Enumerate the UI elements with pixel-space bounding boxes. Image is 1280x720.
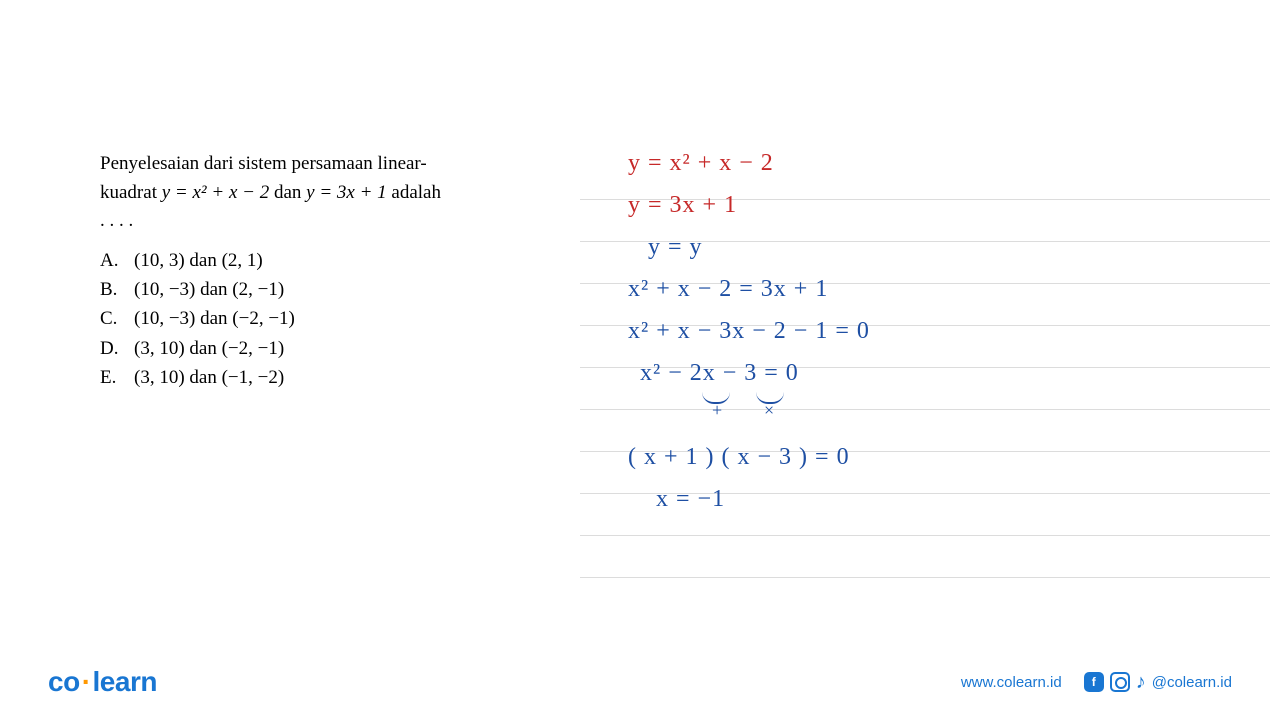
footer-handle: @colearn.id <box>1152 674 1232 691</box>
work-line-1: y = x² + x − 2 <box>620 142 1180 184</box>
question-panel: Penyelesaian dari sistem persamaan linea… <box>100 150 550 393</box>
tiktok-icon: ♪ <box>1136 671 1146 694</box>
question-dots: . . . . <box>100 210 133 231</box>
annotation-times: × <box>764 400 774 421</box>
work-line-3: y = y <box>620 226 1180 268</box>
annotation-plus: + <box>712 400 722 421</box>
question-line2-mid: dan <box>269 182 306 203</box>
facebook-icon: f <box>1084 672 1104 692</box>
work-line-2: y = 3x + 1 <box>620 184 1180 226</box>
work-line-9: x = −1 <box>620 478 1180 520</box>
option-a: A.(10, 3) dan (2, 1) <box>100 246 550 275</box>
footer-url: www.colearn.id <box>961 674 1062 691</box>
option-e: E.(3, 10) dan (−1, −2) <box>100 363 550 392</box>
instagram-icon <box>1110 672 1130 692</box>
option-b: B.(10, −3) dan (2, −1) <box>100 275 550 304</box>
social-icons: f ♪ @colearn.id <box>1084 671 1232 694</box>
question-eq2: y = 3x + 1 <box>306 182 387 203</box>
logo-co: co <box>48 666 80 697</box>
logo-learn: learn <box>93 666 157 697</box>
footer-right: www.colearn.id f ♪ @colearn.id <box>961 671 1232 694</box>
option-c: C.(10, −3) dan (−2, −1) <box>100 304 550 333</box>
footer: co·learn www.colearn.id f ♪ @colearn.id <box>0 666 1280 698</box>
work-line-6: x² − 2x − 3 = 0 <box>620 352 1180 394</box>
logo: co·learn <box>48 666 157 698</box>
options-list: A.(10, 3) dan (2, 1) B.(10, −3) dan (2, … <box>100 246 550 393</box>
work-line-8: ( x + 1 ) ( x − 3 ) = 0 <box>620 436 1180 478</box>
handwritten-work: y = x² + x − 2 y = 3x + 1 y = y x² + x −… <box>620 142 1180 520</box>
question-text: Penyelesaian dari sistem persamaan linea… <box>100 150 550 236</box>
option-d: D.(3, 10) dan (−2, −1) <box>100 334 550 363</box>
work-line-7 <box>620 394 1180 436</box>
question-line1: Penyelesaian dari sistem persamaan linea… <box>100 153 427 174</box>
logo-dot: · <box>82 666 91 697</box>
work-line-4: x² + x − 2 = 3x + 1 <box>620 268 1180 310</box>
work-line-5: x² + x − 3x − 2 − 1 = 0 <box>620 310 1180 352</box>
question-line2-suffix: adalah <box>387 182 441 203</box>
question-eq1: y = x² + x − 2 <box>162 182 269 203</box>
question-line2-prefix: kuadrat <box>100 182 162 203</box>
